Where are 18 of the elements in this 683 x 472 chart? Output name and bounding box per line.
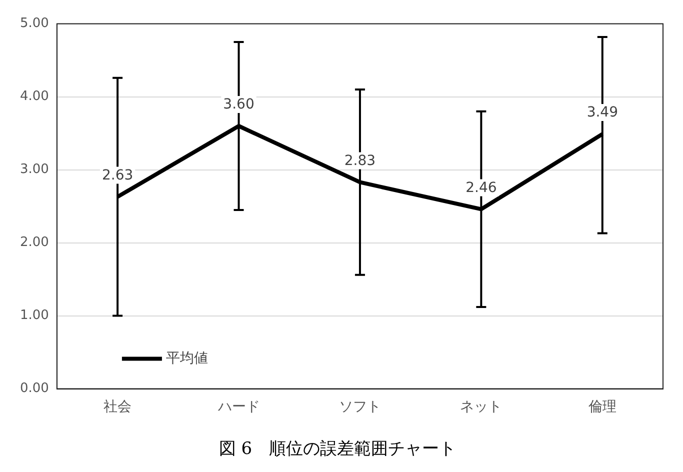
data-label: 3.60 — [223, 96, 254, 113]
data-label: 2.63 — [102, 167, 134, 184]
x-tick-label: 社会 — [104, 398, 132, 415]
x-tick-label: ソフト — [338, 398, 381, 415]
data-label: 2.46 — [466, 180, 497, 196]
x-tick-label: 倫理 — [587, 398, 616, 415]
y-tick-label: 0.00 — [20, 381, 49, 396]
y-tick-label: 3.00 — [20, 162, 49, 178]
y-tick-label: 2.00 — [20, 235, 49, 250]
y-tick-label: 4.00 — [20, 89, 49, 104]
text: 図 6 順位の誤差範囲チャート — [218, 439, 456, 460]
x-tick-label: ネット — [460, 398, 502, 415]
y-tick-label: 1.00 — [20, 308, 49, 324]
x-tick-label: ハード — [216, 398, 260, 415]
data-label: 2.83 — [344, 152, 376, 169]
data-label: 3.49 — [586, 104, 618, 121]
legend-label: 平均値 — [166, 350, 208, 366]
y-tick-label: 5.00 — [20, 16, 49, 32]
